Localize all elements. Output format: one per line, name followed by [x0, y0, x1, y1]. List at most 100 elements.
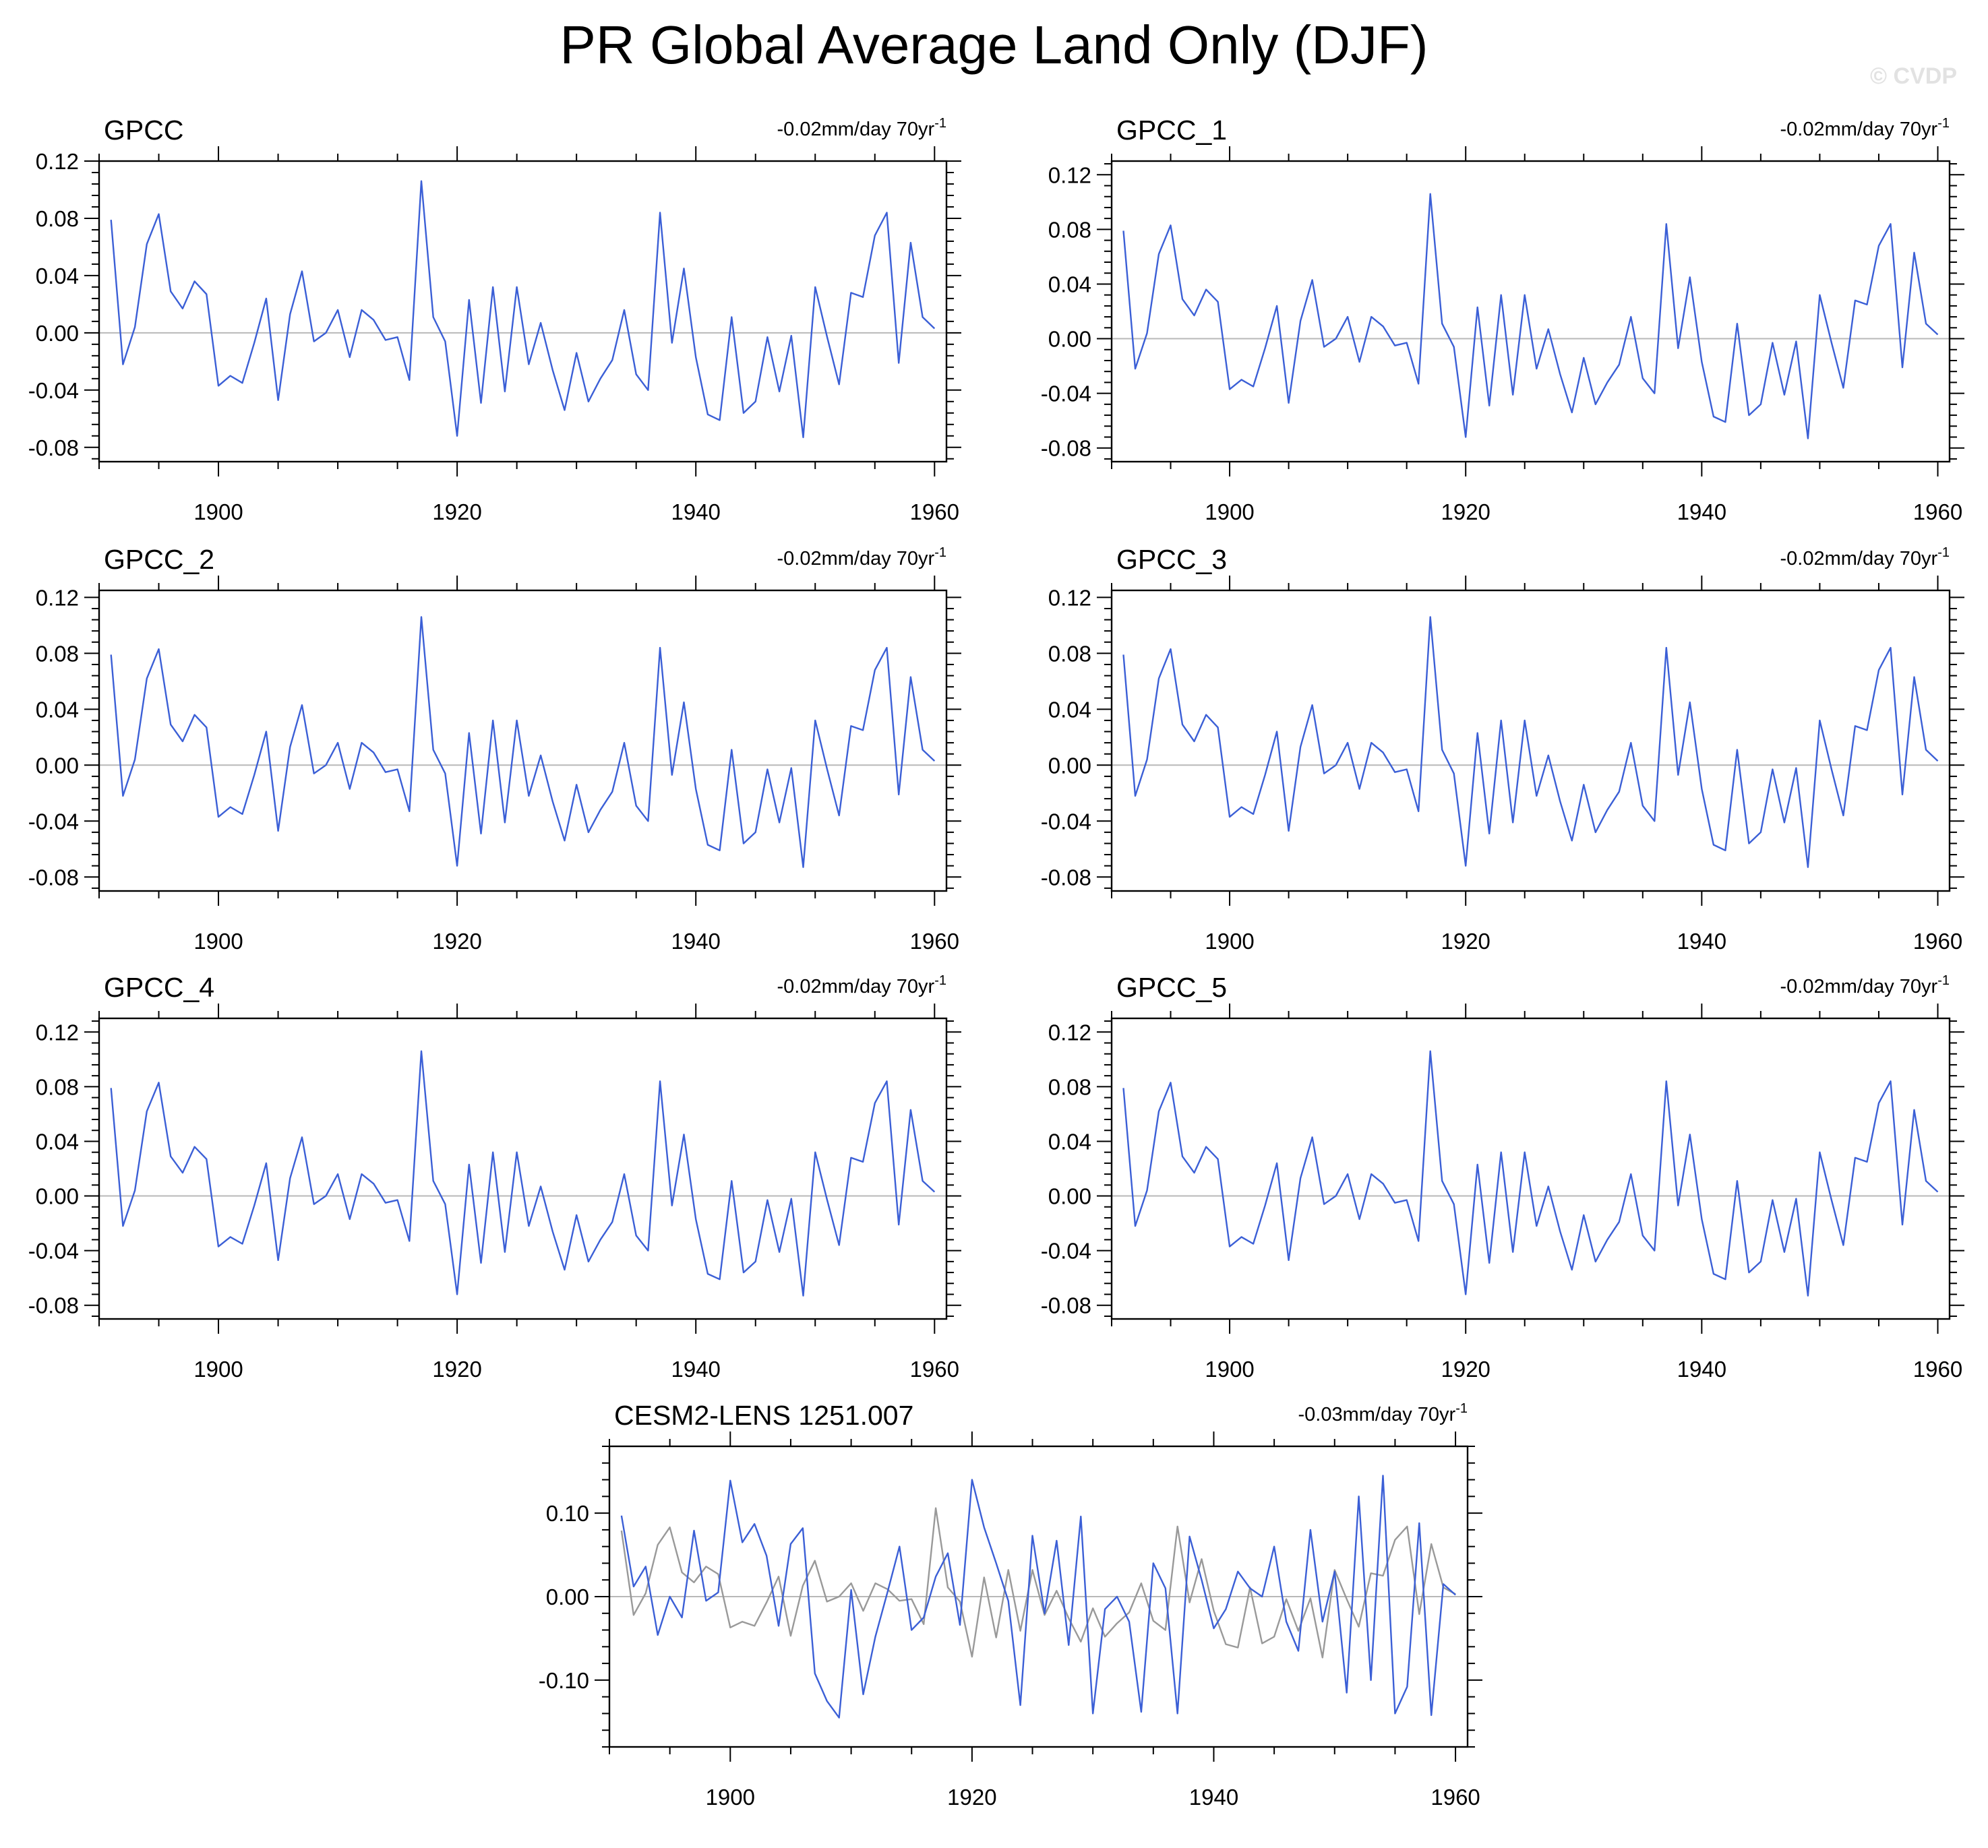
- x-tick-label: 1940: [1677, 929, 1726, 954]
- y-tick-label: -0.08: [28, 865, 79, 890]
- trend-superscript: -1: [934, 545, 946, 560]
- chart-panel-gpcc-3: GPCC_3 -0.02mm/day 70yr-1 -0.08 -0.04 0.00 0.…: [1011, 510, 1970, 992]
- trend-label: -0.02mm/day 70yr-1: [1780, 545, 1950, 569]
- trend-value: -0.02mm/day 70yr: [777, 548, 935, 569]
- x-tick-label: 1960: [910, 1357, 959, 1382]
- trend-value: -0.02mm/day 70yr: [1780, 548, 1938, 569]
- chart-panel-gpcc-4: GPCC_4 -0.02mm/day 70yr-1 -0.08 -0.04 0.00 0.…: [0, 937, 967, 1420]
- plot-frame: [98, 160, 948, 463]
- plot-frame: [98, 1017, 948, 1320]
- chart-svg: GPCC_3 -0.02mm/day 70yr-1 -0.08 -0.04 0.00 0.…: [1041, 544, 1964, 954]
- plot-frame: [608, 1445, 1469, 1748]
- y-tick-label: 0.12: [1048, 585, 1091, 610]
- panel-title: GPCC_4: [104, 972, 214, 1003]
- x-tick-label: 1900: [1205, 929, 1254, 954]
- x-tick-label: 1900: [193, 929, 243, 954]
- x-tick-label: 1960: [1430, 1785, 1480, 1810]
- y-tick-label: -0.08: [28, 435, 79, 460]
- panel-title: GPCC: [104, 115, 183, 146]
- y-tick-label: -0.04: [1041, 809, 1091, 834]
- plot-frame: [1110, 160, 1951, 463]
- chart-svg: GPCC -0.02mm/day 70yr-1 -0.08 -0.04 0.00 0.04…: [28, 115, 961, 524]
- x-tick-label: 1940: [1189, 1785, 1238, 1810]
- series-line-gpcc-2: [110, 616, 936, 868]
- y-tick-label: 0.12: [36, 149, 79, 174]
- y-tick-label: -0.08: [1041, 436, 1091, 461]
- y-tick-label: 0.08: [1048, 1074, 1091, 1099]
- x-tick-label: 1920: [432, 929, 481, 954]
- trend-label: -0.03mm/day 70yr-1: [1298, 1401, 1468, 1425]
- trend-label: -0.02mm/day 70yr-1: [777, 545, 947, 569]
- x-tick-label: 1920: [432, 499, 481, 524]
- trend-value: -0.02mm/day 70yr: [1780, 976, 1938, 997]
- plot-frame: [1110, 1017, 1951, 1320]
- y-tick-label: 0.12: [1048, 162, 1091, 187]
- x-tick-label: 1900: [1205, 499, 1254, 524]
- y-tick-label: 0.08: [36, 1074, 79, 1099]
- x-tick-label: 1960: [910, 499, 959, 524]
- x-tick-label: 1900: [1205, 1357, 1254, 1382]
- series-line-gpcc-5: [1122, 1050, 1939, 1297]
- y-tick-label: -0.04: [28, 1239, 79, 1264]
- y-tick-label: 0.10: [546, 1501, 589, 1526]
- chart-svg: GPCC_5 -0.02mm/day 70yr-1 -0.08 -0.04 0.00 0.…: [1041, 972, 1964, 1382]
- x-tick-label: 1900: [193, 499, 243, 524]
- y-tick-label: 0.04: [1048, 1129, 1091, 1154]
- y-tick-label: 0.08: [1048, 641, 1091, 666]
- series-line-gpcc-3: [1122, 616, 1939, 868]
- x-tick-label: 1900: [193, 1357, 243, 1382]
- x-tick-label: 1920: [1441, 499, 1490, 524]
- y-tick-label: -0.04: [28, 809, 79, 834]
- trend-value: -0.02mm/day 70yr: [1780, 119, 1938, 140]
- x-tick-label: 1920: [1441, 1357, 1490, 1382]
- chart-svg: CESM2-LENS 1251.007 -0.03mm/day 70yr-1-0.…: [539, 1400, 1482, 1810]
- x-tick-label: 1960: [1913, 499, 1962, 524]
- chart-panel-gpcc-1: GPCC_1 -0.02mm/day 70yr-1 -0.08 -0.04 0.00 0.…: [1011, 80, 1970, 563]
- trend-superscript: -1: [934, 973, 946, 988]
- y-tick-label: 0.08: [36, 206, 79, 231]
- trend-label: -0.02mm/day 70yr-1: [1780, 116, 1950, 140]
- x-tick-label: 1940: [671, 499, 721, 524]
- x-tick-label: 1920: [432, 1357, 481, 1382]
- y-tick-label: 0.08: [1048, 217, 1091, 242]
- chart-panel-gpcc: GPCC -0.02mm/day 70yr-1 -0.08 -0.04 0.00 0.04…: [0, 80, 967, 563]
- y-tick-label: -0.08: [1041, 865, 1091, 890]
- y-tick-label: 0.12: [36, 1020, 79, 1045]
- chart-svg: GPCC_2 -0.02mm/day 70yr-1 -0.08 -0.04 0.00 0.…: [28, 544, 961, 954]
- chart-svg: GPCC_1 -0.02mm/day 70yr-1 -0.08 -0.04 0.00 0.…: [1041, 115, 1964, 524]
- y-tick-label: 0.00: [36, 321, 79, 346]
- y-tick-label: 0.04: [36, 264, 79, 288]
- series-line-cesm2-lens-1251-007: [620, 1475, 1456, 1719]
- x-tick-label: 1940: [1677, 1357, 1726, 1382]
- y-tick-label: 0.12: [36, 585, 79, 610]
- y-tick-label: 0.00: [1048, 753, 1091, 778]
- trend-value: -0.02mm/day 70yr: [777, 976, 935, 997]
- y-tick-label: 0.04: [1048, 272, 1091, 297]
- x-tick-label: 1960: [1913, 1357, 1962, 1382]
- y-tick-label: 0.12: [1048, 1020, 1091, 1045]
- x-tick-label: 1920: [947, 1785, 996, 1810]
- panel-title: CESM2-LENS 1251.007: [614, 1400, 913, 1431]
- y-tick-label: 0.00: [36, 753, 79, 778]
- y-tick-label: 0.08: [36, 641, 79, 666]
- trend-superscript: -1: [1937, 973, 1950, 988]
- x-tick-label: 1960: [1913, 929, 1962, 954]
- series-line-gpcc: [110, 180, 936, 439]
- trend-superscript: -1: [934, 116, 946, 131]
- y-tick-label: 0.00: [546, 1584, 589, 1609]
- x-tick-label: 1940: [671, 1357, 721, 1382]
- watermark-text: © CVDP: [1870, 63, 1957, 89]
- y-tick-label: 0.00: [1048, 327, 1091, 352]
- y-tick-label: 0.04: [1048, 697, 1091, 722]
- trend-value: -0.03mm/day 70yr: [1298, 1404, 1456, 1425]
- y-tick-label: 0.00: [36, 1184, 79, 1209]
- trend-superscript: -1: [1937, 116, 1950, 131]
- trend-label: -0.02mm/day 70yr-1: [1780, 973, 1950, 997]
- x-tick-label: 1960: [910, 929, 959, 954]
- trend-superscript: -1: [1937, 545, 1950, 560]
- plot-frame: [1110, 589, 1951, 892]
- y-tick-label: -0.04: [28, 378, 79, 403]
- series-line-gpcc-4: [110, 1050, 936, 1297]
- y-tick-label: -0.10: [539, 1668, 589, 1693]
- y-tick-label: 0.04: [36, 1129, 79, 1154]
